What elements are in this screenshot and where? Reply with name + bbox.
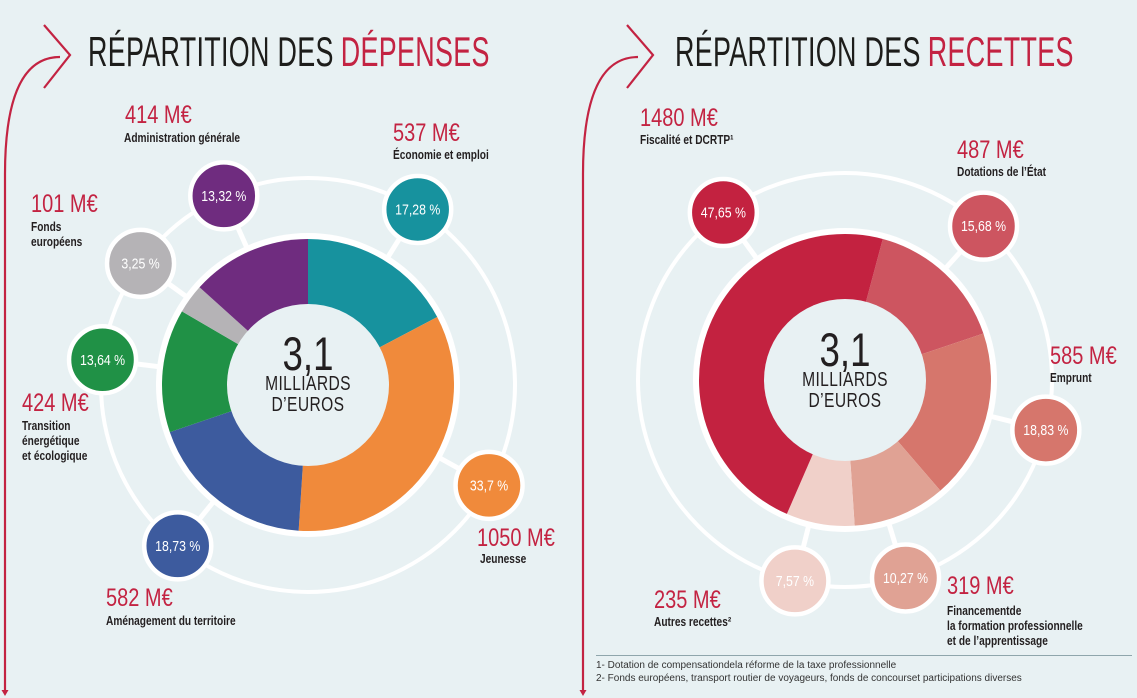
footnote-1: 1- Dotation de compensationdela réforme … bbox=[596, 660, 897, 671]
segment-label-line: et écologique bbox=[22, 448, 88, 463]
segment-label-line: Transition bbox=[22, 418, 71, 433]
satellite-pct-jeunesse: 33,7 % bbox=[470, 477, 508, 493]
satellite-pct-dotations-de-l-etat: 15,68 % bbox=[961, 218, 1006, 234]
segment-label-line: européens bbox=[31, 234, 83, 249]
satellite-administration-generale bbox=[188, 160, 260, 232]
title-recettes-accent: RECETTES bbox=[927, 28, 1074, 75]
segment-label-line: Aménagement du territoire bbox=[106, 613, 236, 628]
satellite-economie-et-emploi bbox=[381, 173, 454, 246]
satellite-pct-autres-recettes: 7,57 % bbox=[776, 573, 814, 589]
segment-label-emprunt: Emprunt bbox=[1050, 370, 1092, 385]
satellite-pct-administration-generale: 13,32 % bbox=[201, 188, 246, 204]
segment-label-fiscalite-et-dcrtp: Fiscalité et DCRTP¹ bbox=[640, 132, 734, 147]
arrow-tail-line bbox=[3, 55, 61, 690]
segment-value-amenagement-du-territoire: 582 M€ bbox=[106, 584, 173, 612]
segment-value-jeunesse: 1050 M€ bbox=[477, 524, 555, 552]
segment-label-line: la formation professionnelle bbox=[947, 618, 1083, 633]
satellite-amenagement-du-territoire bbox=[141, 510, 214, 582]
segment-value-financement-formation-professionnelle-apprentissage: 319 M€ bbox=[947, 572, 1014, 600]
satellite-pct-emprunt: 18,83 % bbox=[1023, 422, 1068, 438]
segment-label-line: Financementde bbox=[947, 603, 1022, 618]
satellite-pct-fonds-europeens: 3,25 % bbox=[121, 255, 159, 271]
total-recettes-unit-1: MILLIARDS bbox=[802, 369, 888, 391]
segment-label-line: Jeunesse bbox=[480, 551, 527, 566]
segment-label-line: Dotations de l’État bbox=[957, 164, 1047, 179]
total-depenses-unit-2: D’EUROS bbox=[271, 394, 345, 416]
arrow-head-icon bbox=[43, 24, 72, 89]
satellite-autres-recettes bbox=[759, 545, 831, 617]
segment-label-administration-generale: Administration générale bbox=[124, 130, 240, 145]
segment-value-transition-energetique-et-ecologique: 424 M€ bbox=[22, 389, 89, 417]
segment-label-economie-et-emploi: Économie et emploi bbox=[393, 147, 489, 162]
donut-hole bbox=[764, 299, 926, 461]
segment-label-line: Emprunt bbox=[1050, 370, 1092, 385]
arrow-tip-icon bbox=[1, 690, 9, 696]
satellite-pct-financement-formation-professionnelle-apprentissage: 10,27 % bbox=[883, 570, 928, 586]
arrow-tip-icon bbox=[579, 690, 587, 696]
title-recettes-prefix: RÉPARTITION DES bbox=[675, 28, 921, 75]
segment-value-fonds-europeens: 101 M€ bbox=[31, 190, 98, 218]
segment-label-line: Économie et emploi bbox=[393, 147, 489, 162]
satellite-pct-economie-et-emploi: 17,28 % bbox=[395, 201, 440, 217]
arrow-tail-line bbox=[581, 55, 639, 690]
donut-hole bbox=[227, 304, 389, 466]
satellite-financement-formation-professionnelle-apprentissage bbox=[869, 542, 942, 614]
segment-value-dotations-de-l-etat: 487 M€ bbox=[957, 136, 1024, 164]
total-depenses-value: 3,1 bbox=[282, 327, 334, 380]
segment-label-line: énergétique bbox=[22, 433, 80, 448]
segment-label-transition-energetique-et-ecologique: Transition énergétique et écologique bbox=[22, 418, 87, 463]
footnote-2: 2- Fonds européens, transport routier de… bbox=[596, 673, 1022, 684]
satellite-dotations-de-l-etat bbox=[947, 190, 1020, 262]
segment-label-amenagement-du-territoire: Aménagement du territoire bbox=[106, 613, 236, 628]
title-recettes: RÉPARTITION DES RECETTES bbox=[675, 30, 1074, 74]
segment-value-emprunt: 585 M€ bbox=[1050, 342, 1117, 370]
title-depenses: RÉPARTITION DES DÉPENSES bbox=[88, 30, 490, 74]
total-recettes-unit-2: D’EUROS bbox=[808, 390, 882, 412]
total-depenses: 3,1 MILLIARDS D’EUROS bbox=[230, 327, 386, 416]
total-depenses-unit-1: MILLIARDS bbox=[265, 373, 351, 395]
segment-label-financement-formation-professionnelle-apprentissage: Financementde la formation professionnell… bbox=[947, 603, 1083, 648]
segment-label-dotations-de-l-etat: Dotations de l’État bbox=[957, 164, 1046, 179]
title-depenses-prefix: RÉPARTITION DES bbox=[88, 28, 334, 75]
satellite-pct-fiscalite-et-dcrtp: 47,65 % bbox=[701, 204, 746, 220]
segment-label-line: Fiscalité et DCRTP¹ bbox=[640, 132, 734, 147]
satellite-pct-amenagement-du-territoire: 18,73 % bbox=[155, 538, 200, 554]
segment-label-fonds-europeens: Fonds européens bbox=[31, 219, 82, 249]
satellite-transition-energetique-et-ecologique bbox=[66, 324, 139, 396]
segment-label-line: Autres recettes² bbox=[654, 614, 732, 629]
segment-value-autres-recettes: 235 M€ bbox=[654, 586, 721, 614]
total-recettes: 3,1 MILLIARDS D’EUROS bbox=[767, 323, 923, 412]
segment-value-fiscalite-et-dcrtp: 1480 M€ bbox=[640, 104, 718, 132]
total-recettes-value: 3,1 bbox=[819, 323, 871, 376]
satellite-emprunt bbox=[1010, 394, 1082, 466]
segment-label-line: Fonds bbox=[31, 219, 62, 234]
segment-label-jeunesse: Jeunesse bbox=[480, 551, 526, 566]
orbit-ring bbox=[636, 171, 1054, 589]
footnotes: 1- Dotation de compensationdela réforme … bbox=[596, 655, 1132, 685]
satellite-jeunesse bbox=[453, 449, 525, 522]
title-depenses-accent: DÉPENSES bbox=[340, 28, 490, 75]
segment-value-administration-generale: 414 M€ bbox=[125, 101, 192, 129]
satellite-pct-transition-energetique-et-ecologique: 13,64 % bbox=[80, 352, 125, 368]
satellite-fonds-europeens bbox=[104, 227, 177, 300]
segment-value-economie-et-emploi: 537 M€ bbox=[393, 119, 460, 147]
segment-label-line: Administration générale bbox=[124, 130, 241, 145]
segment-label-autres-recettes: Autres recettes² bbox=[654, 614, 731, 629]
arrow-head-icon bbox=[626, 24, 655, 89]
satellite-fiscalite-et-dcrtp bbox=[687, 176, 760, 249]
segment-label-line: et de l’apprentissage bbox=[947, 633, 1048, 648]
